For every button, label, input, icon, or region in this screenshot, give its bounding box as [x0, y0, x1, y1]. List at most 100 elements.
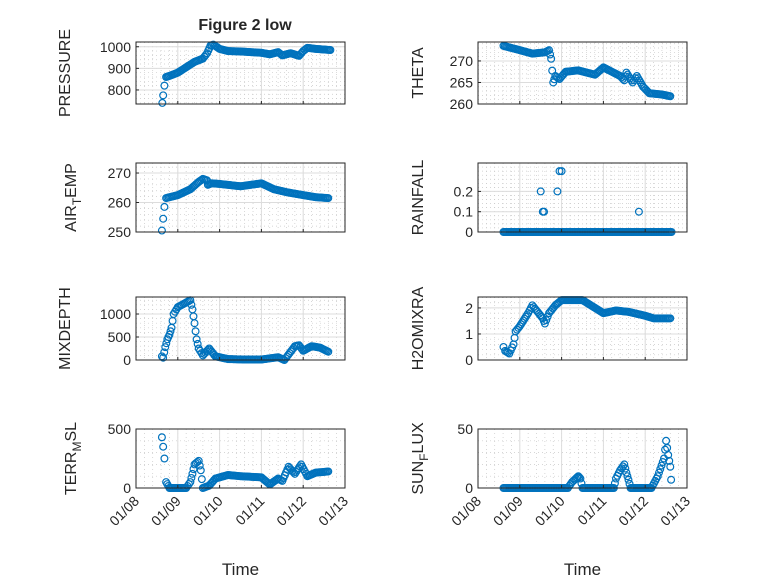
- y-axis-label: H2OMIXRA: [410, 286, 427, 370]
- axes-box: [477, 162, 688, 233]
- y-tick-label: 50: [457, 421, 473, 437]
- y-tick-label: 0.1: [454, 204, 474, 220]
- y-tick-label: 2: [465, 300, 473, 316]
- data-point: [192, 335, 201, 344]
- axes-box: [135, 428, 346, 489]
- y-axis-label: PRESSURE: [57, 29, 74, 117]
- figure-title: Figure 2 low: [198, 17, 292, 34]
- axes-box: [135, 296, 346, 361]
- x-tick-label: 01/11: [574, 493, 610, 529]
- subplot-pressure: 800 900 1000 PRESSURE: [57, 29, 346, 117]
- data-point: [324, 194, 333, 203]
- data-point: [545, 46, 554, 55]
- y-tick-label: 1000: [100, 306, 131, 322]
- y-axis-label: MIXDEPTH: [57, 287, 74, 370]
- data-point: [571, 474, 580, 483]
- data-point: [666, 92, 675, 101]
- x-tick-label: 01/13: [315, 493, 351, 529]
- data-point: [654, 468, 663, 477]
- y-axis-label-part: PRESSURE: [57, 29, 74, 117]
- data-point: [187, 300, 196, 309]
- y-tick-label: 250: [108, 224, 132, 240]
- x-tick-label: 01/12: [615, 493, 651, 529]
- data-point: [159, 214, 168, 223]
- y-tick-label: 260: [108, 195, 132, 211]
- y-axis-label-part: MIXDEPTH: [57, 287, 74, 370]
- y-axis-label: SUNFLUX: [410, 422, 431, 495]
- data-point: [542, 316, 551, 325]
- data-point: [621, 464, 630, 473]
- y-tick-label: 270: [108, 165, 132, 181]
- axes-box: [477, 41, 688, 105]
- data-point: [159, 353, 168, 362]
- axes-box: [135, 41, 346, 105]
- y-tick-label: 1000: [100, 39, 131, 55]
- plot-area: [478, 163, 687, 232]
- x-tick-label: 01/08: [448, 493, 484, 529]
- subplot-rainfall: 0 0.1 0.2 RAINFALL: [410, 160, 688, 240]
- data-point: [624, 475, 633, 484]
- data-point: [157, 433, 166, 442]
- data-point: [195, 461, 204, 470]
- data-point: [664, 450, 673, 459]
- y-axis-label-part: T: [70, 197, 84, 205]
- y-axis-label-part: M: [70, 442, 84, 452]
- subplot-terrmsl: 0 500 01/08 01/09 01/10 01/11 01/12 01/13 TERRMS…: [63, 421, 351, 579]
- data-point: [166, 327, 175, 336]
- y-tick-label: 0.2: [454, 183, 474, 199]
- data-point: [665, 456, 674, 465]
- y-tick-label: 0: [123, 352, 131, 368]
- data-point: [667, 475, 676, 484]
- data-point: [157, 226, 166, 235]
- x-tick-label: 01/09: [490, 493, 526, 529]
- data-point: [193, 339, 202, 348]
- data-point: [326, 45, 335, 54]
- x-axis-label: Time: [564, 560, 601, 579]
- y-tick-label: 500: [108, 329, 132, 345]
- y-axis-label-part: LUX: [410, 422, 427, 453]
- subplot-sunflux: 0 50 01/08 01/09 01/10 01/11 01/12 01/13 SUNFLUX…: [410, 421, 693, 579]
- y-tick-label: 260: [450, 96, 474, 112]
- data-point: [160, 454, 169, 463]
- data-point: [573, 473, 582, 482]
- y-tick-label: 1: [465, 326, 473, 342]
- data-point: [623, 70, 632, 79]
- data-point: [576, 474, 585, 483]
- x-tick-label: 01/09: [148, 493, 184, 529]
- data-point: [186, 478, 195, 487]
- y-axis-label-part: RAINFALL: [410, 160, 427, 236]
- y-axis-label: RAINFALL: [410, 160, 427, 236]
- data-point: [666, 462, 675, 471]
- data-point: [187, 473, 196, 482]
- data-point: [188, 469, 197, 478]
- y-axis-label-part: SL: [63, 422, 80, 442]
- axes-box: [135, 162, 346, 233]
- y-tick-label: 900: [108, 60, 132, 76]
- x-tick-label: 01/11: [232, 493, 268, 529]
- data-point: [653, 472, 662, 481]
- data-point: [610, 479, 619, 488]
- data-point: [657, 461, 666, 470]
- data-point: [161, 343, 170, 352]
- x-tick-label: 01/12: [273, 493, 309, 529]
- data-point: [553, 187, 562, 196]
- y-tick-label: 0: [465, 352, 473, 368]
- y-tick-label: 265: [450, 74, 474, 90]
- data-point: [324, 467, 333, 476]
- data-point: [540, 207, 549, 216]
- axes-box: [477, 296, 688, 361]
- x-tick-label: 01/10: [190, 493, 226, 529]
- data-point: [159, 91, 168, 100]
- data-point: [194, 456, 203, 465]
- data-point: [621, 72, 630, 81]
- data-point: [159, 442, 168, 451]
- data-point: [574, 472, 583, 481]
- y-axis-label: THETA: [410, 47, 427, 99]
- data-point: [622, 468, 631, 477]
- y-tick-label: 0: [123, 480, 131, 496]
- x-tick-label: 01/10: [532, 493, 568, 529]
- data-point: [546, 50, 555, 59]
- subplot-mixdepth: 0 500 1000 MIXDEPTH: [57, 287, 346, 370]
